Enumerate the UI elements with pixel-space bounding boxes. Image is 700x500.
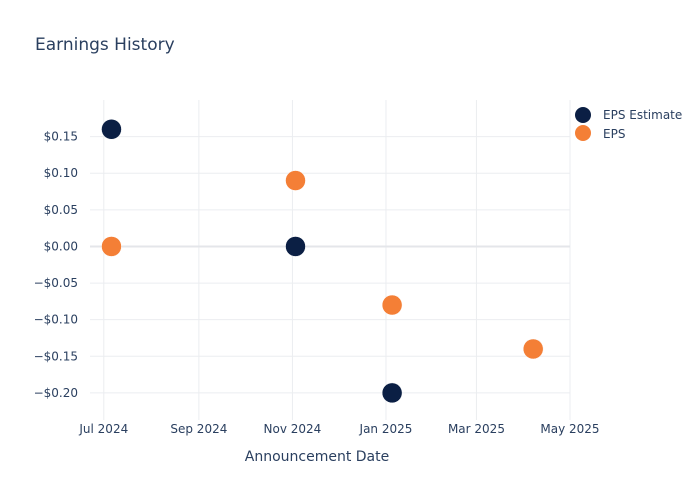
legend-item-eps[interactable]: EPS <box>575 125 625 141</box>
x-tick-label: Nov 2024 <box>264 422 322 436</box>
y-tick-label: −$0.10 <box>34 313 78 327</box>
y-tick-labels: $0.15 $0.10 $0.05 $0.00 −$0.05 −$0.10 −$0.15 −$… <box>34 130 78 400</box>
eps-estimate-point[interactable] <box>285 236 306 257</box>
series-eps <box>101 170 544 360</box>
x-tick-label: May 2025 <box>540 422 599 436</box>
legend-marker-eps <box>575 125 591 141</box>
y-tick-label: −$0.05 <box>34 276 78 290</box>
y-tick-label: −$0.15 <box>34 349 78 363</box>
x-tick-label: Mar 2025 <box>448 422 505 436</box>
eps-point[interactable] <box>522 338 544 360</box>
eps-point[interactable] <box>381 294 403 316</box>
chart-title: Earnings History <box>35 35 175 55</box>
grid-layer <box>90 100 571 420</box>
eps-estimate-point[interactable] <box>381 382 403 404</box>
eps-point[interactable] <box>101 236 122 257</box>
x-tick-label: Sep 2024 <box>170 422 227 436</box>
x-tick-labels: Jul 2024 Sep 2024 Nov 2024 Jan 2025 Mar 2025… <box>78 422 599 436</box>
y-tick-label: $0.10 <box>44 166 78 180</box>
data-points <box>101 119 544 404</box>
legend-label-eps: EPS <box>603 127 625 141</box>
legend-label-eps-estimate: EPS Estimate <box>603 108 682 122</box>
y-tick-label: −$0.20 <box>34 386 78 400</box>
x-tick-label: Jul 2024 <box>78 422 128 436</box>
y-tick-label: $0.05 <box>44 203 78 217</box>
x-tick-label: Jan 2025 <box>359 422 413 436</box>
legend-marker-eps-estimate <box>575 107 591 123</box>
x-axis-title: Announcement Date <box>245 449 389 465</box>
eps-estimate-point[interactable] <box>101 119 122 140</box>
y-tick-label: $0.15 <box>44 130 78 144</box>
legend[interactable]: EPS Estimate EPS <box>575 107 682 141</box>
y-tick-label: $0.00 <box>44 239 78 253</box>
legend-item-eps-estimate[interactable]: EPS Estimate <box>575 107 682 123</box>
eps-point[interactable] <box>285 170 306 191</box>
